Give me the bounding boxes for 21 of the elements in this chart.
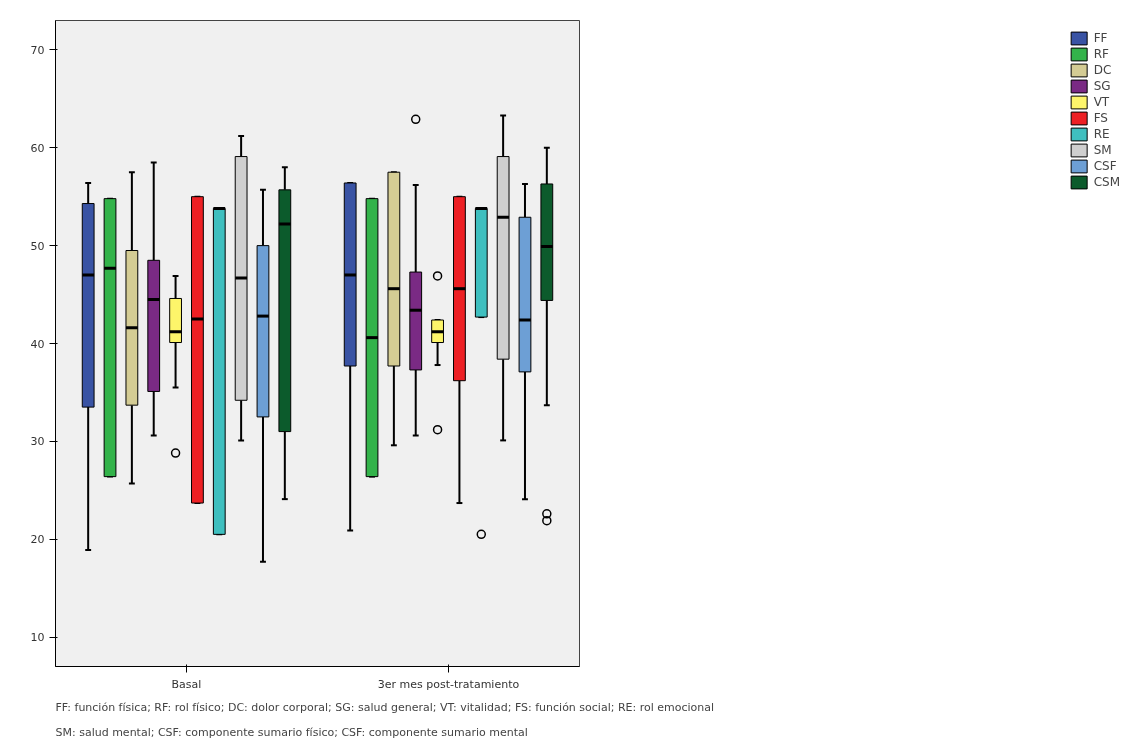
y-tick-label: 40 [30, 337, 45, 351]
y-tick-label: 60 [30, 141, 45, 155]
legend-label: FF [1093, 30, 1109, 46]
legend-label: SM [1093, 142, 1113, 158]
text: SM: salud mental; CSF: componente sumario físico; CSF: componente sumario mental [55, 725, 528, 739]
y-tick-label: 50 [30, 239, 45, 253]
legend-label: RE [1093, 126, 1111, 142]
legend-label: SG [1093, 78, 1112, 94]
y-tick-label: 30 [30, 435, 45, 449]
legend-label: CSF [1093, 158, 1117, 174]
legend-label: RF [1093, 46, 1110, 62]
y-tick-label: 10 [30, 631, 45, 645]
legend-label: FS [1093, 110, 1109, 126]
legend-label: CSM [1093, 174, 1120, 190]
y-tick-label: 70 [30, 43, 45, 57]
legend-label: DC [1093, 62, 1113, 78]
text: FF: función física; RF: rol físico; DC: dolor corporal; SG: salud general; VT: vitalidad; FS: función social; RE: rol emocional [55, 700, 715, 714]
legend-label: VT [1093, 94, 1111, 110]
x-tick-label: 3er mes post-tratamiento [377, 677, 520, 691]
y-tick-label: 20 [30, 533, 45, 547]
x-tick-label: Basal [171, 677, 202, 691]
